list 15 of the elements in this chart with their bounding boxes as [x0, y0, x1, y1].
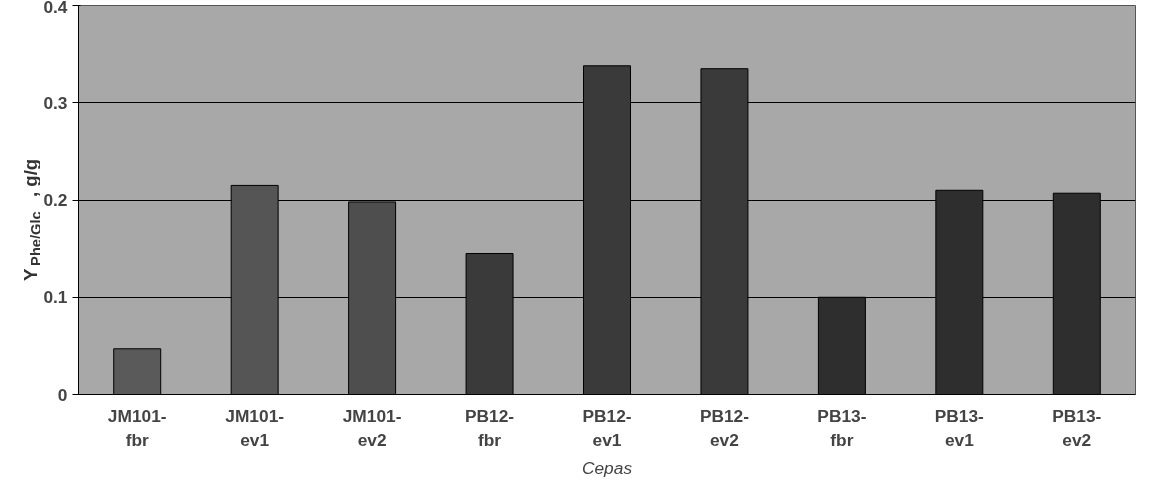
x-tick-label: PB12- fbr	[465, 405, 515, 450]
x-tick-label: JM101- ev2	[342, 405, 402, 450]
x-tick-label: JM101- ev1	[225, 405, 285, 450]
y-tick-label: 0.3	[43, 92, 68, 113]
x-axis-title: Cepas	[581, 457, 633, 478]
x-tick-label: PB13- ev2	[1052, 405, 1102, 450]
x-tick-label: PB12- ev2	[699, 405, 750, 450]
x-tick-label: PB13- fbr	[817, 405, 867, 450]
x-tick-label: PB13- ev1	[934, 405, 985, 450]
y-tick-label: 0.1	[43, 287, 68, 308]
x-tick-label: JM101- fbr	[107, 405, 167, 450]
y-tick-label: 0	[57, 384, 68, 405]
y-tick-label: 0.4	[43, 0, 68, 17]
x-tick-label: PB12- ev1	[582, 405, 632, 450]
y-tick-label: 0.2	[43, 190, 68, 210]
